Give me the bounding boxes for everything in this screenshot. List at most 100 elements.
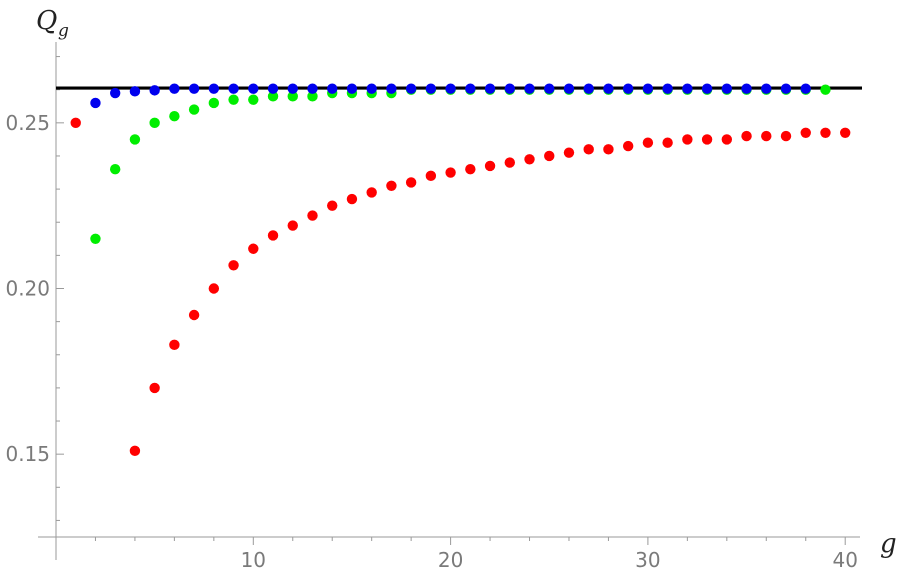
data-point <box>780 83 792 94</box>
data-point <box>800 83 811 94</box>
data-point <box>169 111 180 122</box>
data-point <box>662 83 673 94</box>
data-point <box>524 154 535 165</box>
data-point <box>761 130 772 142</box>
x-tick-label: 40 <box>832 548 857 572</box>
data-point <box>721 134 733 145</box>
data-point <box>583 83 594 94</box>
data-point <box>741 83 752 94</box>
x-tick-label: 10 <box>241 548 266 572</box>
data-point <box>208 97 220 109</box>
data-point <box>761 83 772 94</box>
data-point <box>544 150 555 162</box>
data-point <box>524 83 535 94</box>
data-point <box>603 144 614 155</box>
data-point <box>465 164 476 175</box>
data-point <box>149 85 160 96</box>
data-point <box>386 180 397 191</box>
data-point <box>366 83 377 94</box>
data-point <box>563 147 575 158</box>
y-tick-label: 0.15 <box>5 442 50 466</box>
data-point <box>662 137 673 148</box>
data-point <box>682 134 693 145</box>
data-point <box>267 83 279 94</box>
data-point <box>484 160 496 172</box>
data-point <box>208 283 220 294</box>
x-tick-label: 20 <box>438 548 463 572</box>
axis-labels: Q g g <box>36 6 897 559</box>
y-axis-title-subscript: g <box>58 21 69 41</box>
data-point <box>129 134 141 145</box>
data-point <box>346 193 358 205</box>
data-point <box>90 233 101 244</box>
data-point <box>425 83 437 94</box>
data-point <box>287 220 298 231</box>
data-point <box>327 200 338 211</box>
data-point <box>544 83 555 94</box>
data-point <box>504 157 515 168</box>
data-point <box>820 127 831 138</box>
series-2 <box>90 83 811 109</box>
data-point <box>465 83 476 94</box>
data-point <box>622 83 634 94</box>
data-point <box>327 83 338 94</box>
data-point <box>109 87 121 99</box>
data-point <box>248 83 259 94</box>
data-point <box>307 83 318 94</box>
data-point <box>484 83 496 94</box>
data-point <box>642 137 654 148</box>
y-tick-label: 0.20 <box>5 277 50 301</box>
data-point <box>129 86 141 97</box>
axes: 10 20 30 40 0.15 0.20 0.25 <box>5 42 860 572</box>
data-point <box>642 83 654 94</box>
data-point <box>287 91 298 102</box>
data-point <box>780 130 792 142</box>
data-point <box>228 83 239 94</box>
data-point <box>405 83 417 94</box>
data-point <box>248 243 259 254</box>
series-1 <box>90 84 831 244</box>
data-point <box>346 83 358 94</box>
data-point <box>425 170 437 182</box>
data-point <box>188 309 200 321</box>
data-point <box>800 127 811 138</box>
data-point <box>603 83 614 94</box>
y-tick-label: 0.25 <box>5 111 50 135</box>
data-point <box>149 382 160 394</box>
x-axis-title: g <box>880 529 897 559</box>
x-tick-label: 30 <box>635 548 660 572</box>
data-point <box>682 83 693 94</box>
data-point <box>721 83 733 94</box>
data-point <box>188 83 200 94</box>
data-point <box>228 94 239 105</box>
data-point <box>267 230 279 241</box>
data-point <box>169 339 180 351</box>
data-points <box>70 83 851 457</box>
data-point <box>267 91 279 102</box>
data-point <box>188 104 200 115</box>
data-point <box>563 83 575 94</box>
data-point <box>129 445 141 457</box>
data-point <box>622 140 634 152</box>
data-point <box>583 144 594 155</box>
data-point <box>149 117 160 129</box>
data-point <box>445 83 456 94</box>
data-point <box>820 84 831 95</box>
data-point <box>840 127 851 138</box>
data-point <box>386 83 397 94</box>
data-point <box>366 187 377 198</box>
y-axis-title: Q <box>36 6 57 36</box>
data-point <box>445 167 456 178</box>
data-point <box>701 134 713 145</box>
series-0 <box>70 117 851 457</box>
data-point <box>741 130 752 142</box>
data-point <box>504 83 515 94</box>
data-point <box>169 83 180 94</box>
data-point <box>90 97 101 109</box>
data-point <box>287 83 298 94</box>
data-point <box>701 83 713 94</box>
data-point <box>405 177 417 188</box>
data-point <box>208 83 220 94</box>
data-point <box>307 210 318 221</box>
